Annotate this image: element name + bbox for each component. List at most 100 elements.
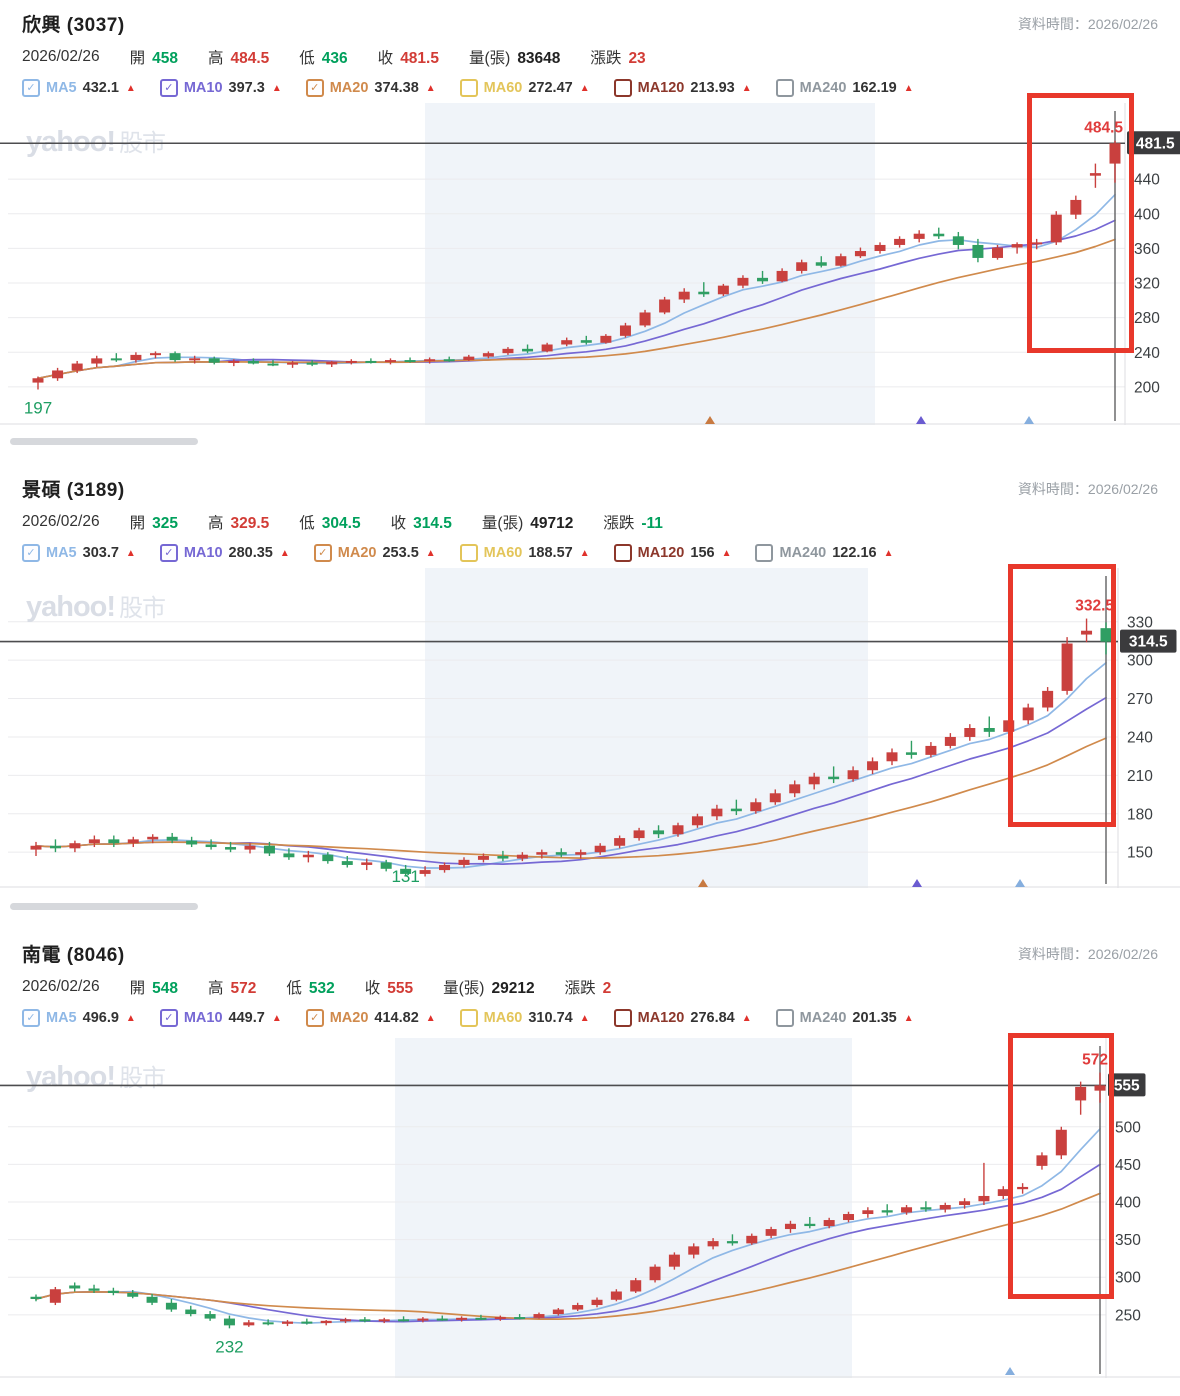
close-price-badge	[1127, 131, 1180, 155]
close-price-badge	[1108, 1073, 1146, 1097]
candlestick-svg: 440 400 360 320 280 240 200 yahoo! 股市 484.5 197 481…	[0, 103, 1180, 425]
ma240-toggle[interactable]: MA240 162.19 ▲	[775, 79, 914, 97]
candlestick-chart[interactable]: 440 400 360 320 280 240 200 yahoo! 股市 484.5 197 481…	[0, 93, 1180, 425]
ma20-toggle[interactable]: ✓ MA20 414.82 ▲	[305, 1009, 436, 1027]
ma-marker-triangle	[705, 416, 715, 424]
chart-header: 景碩 (3189) 資料時間：2026/02/26	[0, 465, 1180, 505]
ma20-toggle[interactable]: ✓ MA20 253.5 ▲	[313, 544, 436, 562]
up-triangle-icon: ▲	[125, 1012, 136, 1024]
ma10-toggle[interactable]: ✓ MA10 280.35 ▲	[159, 544, 290, 562]
yahoo-stock-watermark: yahoo! 股市	[26, 126, 165, 158]
chart-header: 欣興 (3037) 資料時間：2026/02/26	[0, 0, 1180, 40]
ma240-toggle[interactable]: MA240 122.16 ▲	[755, 544, 894, 562]
svg-text:400: 400	[1134, 206, 1160, 223]
stat-low: 低 532	[286, 980, 335, 997]
candles-layer	[32, 140, 1121, 390]
ma240-checkbox[interactable]	[775, 79, 794, 97]
ma60-toggle[interactable]: MA60 188.57 ▲	[459, 544, 590, 562]
candlestick-chart[interactable]: 330 300 270 240 210 180 150 yahoo! 股市 332.5 131 314…	[0, 564, 1180, 888]
ma60-toggle[interactable]: MA60 272.47 ▲	[459, 79, 590, 97]
ma5-toggle[interactable]: ✓ MA5 303.7 ▲	[22, 544, 136, 562]
ohlc-stats-row: 2026/02/26 開 548 高 572 低 532 收 555 量(張) 29212…	[0, 970, 1180, 1000]
svg-text:210: 210	[1127, 768, 1153, 785]
close-price-badge	[1120, 629, 1177, 653]
svg-text:270: 270	[1127, 691, 1153, 708]
svg-text:250: 250	[1115, 1307, 1141, 1324]
stat-low: 低 436	[299, 50, 348, 67]
svg-text:200: 200	[1134, 379, 1160, 396]
up-triangle-icon: ▲	[271, 1012, 282, 1024]
ma240-checkbox[interactable]	[755, 544, 774, 562]
ma5-toggle[interactable]: ✓ MA5 432.1 ▲	[22, 79, 136, 97]
stock-chart-section-3189: 景碩 (3189) 資料時間：2026/02/26 2026/02/26 開 32…	[0, 465, 1180, 930]
candlestick-chart[interactable]: 500 450 400 350 300 250 yahoo! 股市 572 232 555	[0, 1033, 1180, 1378]
ma5-checkbox[interactable]: ✓	[22, 544, 40, 562]
ma120-toggle[interactable]: MA120 276.84 ▲	[613, 1009, 752, 1027]
high-price-label: 572	[1082, 1052, 1108, 1069]
ma5-toggle[interactable]: ✓ MA5 496.9 ▲	[22, 1009, 136, 1027]
stat-open: 開 325	[129, 515, 178, 532]
stat-high: 高 329.5	[207, 515, 270, 532]
range-slider[interactable]	[10, 438, 198, 445]
up-triangle-icon: ▲	[125, 547, 136, 559]
svg-text:440: 440	[1134, 172, 1160, 189]
svg-text:500: 500	[1115, 1119, 1141, 1136]
ma120-toggle[interactable]: MA120 156 ▲	[613, 544, 731, 562]
stat-close: 收 314.5	[390, 515, 452, 532]
stat-close: 收 481.5	[377, 50, 439, 67]
range-slider[interactable]	[10, 903, 198, 910]
ma-marker-triangle	[916, 416, 926, 424]
up-triangle-icon: ▲	[425, 82, 436, 94]
svg-text:400: 400	[1115, 1194, 1141, 1211]
stat-low: 低 304.5	[299, 515, 361, 532]
svg-text:481.5: 481.5	[1136, 135, 1175, 152]
ma240-checkbox[interactable]	[775, 1009, 794, 1027]
ma-legend-row: ✓ MA5 432.1 ▲ ✓ MA10 397.3 ▲ ✓ MA20 374.38 ▲ MA60…	[0, 70, 1180, 100]
stat-volume: 量(張) 49712	[481, 515, 574, 532]
up-triangle-icon: ▲	[903, 82, 914, 94]
up-triangle-icon: ▲	[271, 82, 282, 94]
chart-header: 南電 (8046) 資料時間：2026/02/26	[0, 930, 1180, 970]
ma120-toggle[interactable]: MA120 213.93 ▲	[613, 79, 752, 97]
svg-text:350: 350	[1115, 1232, 1141, 1249]
svg-text:360: 360	[1134, 241, 1160, 258]
svg-text:300: 300	[1127, 653, 1153, 670]
candlestick-svg: 330 300 270 240 210 180 150 yahoo! 股市 332.5 131 314…	[0, 568, 1180, 888]
up-triangle-icon: ▲	[125, 82, 136, 94]
ma60-toggle[interactable]: MA60 310.74 ▲	[459, 1009, 590, 1027]
svg-text:150: 150	[1127, 845, 1153, 862]
svg-text:320: 320	[1134, 276, 1160, 293]
stock-title: 欣興 (3037)	[22, 15, 125, 36]
ma240-toggle[interactable]: MA240 201.35 ▲	[775, 1009, 914, 1027]
ma-legend-row: ✓ MA5 303.7 ▲ ✓ MA10 280.35 ▲ ✓ MA20 253.5 ▲ MA60…	[0, 535, 1180, 565]
ma5-checkbox[interactable]: ✓	[22, 1009, 40, 1027]
ma-marker-triangle	[1015, 879, 1025, 887]
low-price-label: 232	[215, 1337, 243, 1356]
ma60-checkbox[interactable]	[459, 79, 478, 97]
ma10-checkbox[interactable]: ✓	[159, 1009, 178, 1027]
up-triangle-icon: ▲	[425, 1012, 436, 1024]
ma120-checkbox[interactable]	[613, 79, 632, 97]
ma60-checkbox[interactable]	[459, 544, 478, 562]
stock-chart-section-3037: 欣興 (3037) 資料時間：2026/02/26 2026/02/26 開 45…	[0, 0, 1180, 465]
ma10-checkbox[interactable]: ✓	[159, 79, 178, 97]
ma60-checkbox[interactable]	[459, 1009, 478, 1027]
ohlc-stats-row: 2026/02/26 開 325 高 329.5 低 304.5 收 314.5 量(張…	[0, 505, 1180, 535]
stat-volume: 量(張) 83648	[468, 50, 561, 67]
stock-chart-section-8046: 南電 (8046) 資料時間：2026/02/26 2026/02/26 開 54…	[0, 930, 1180, 1396]
high-price-label: 332.5	[1075, 598, 1114, 615]
ma10-toggle[interactable]: ✓ MA10 397.3 ▲	[159, 79, 282, 97]
stat-open: 開 458	[129, 50, 178, 67]
data-time-label: 資料時間：2026/02/26	[1017, 16, 1158, 32]
ma10-toggle[interactable]: ✓ MA10 449.7 ▲	[159, 1009, 282, 1027]
ma20-checkbox[interactable]: ✓	[305, 1009, 324, 1027]
ma10-checkbox[interactable]: ✓	[159, 544, 178, 562]
ma20-toggle[interactable]: ✓ MA20 374.38 ▲	[305, 79, 436, 97]
ma120-checkbox[interactable]	[613, 544, 632, 562]
svg-text:450: 450	[1115, 1157, 1141, 1174]
ma20-checkbox[interactable]: ✓	[305, 79, 324, 97]
ma5-checkbox[interactable]: ✓	[22, 79, 40, 97]
up-triangle-icon: ▲	[741, 82, 752, 94]
ma120-checkbox[interactable]	[613, 1009, 632, 1027]
ma20-checkbox[interactable]: ✓	[313, 544, 332, 562]
